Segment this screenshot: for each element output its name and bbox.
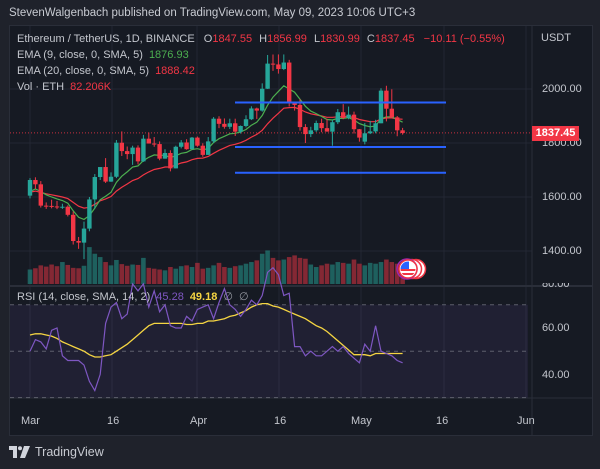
ema9-label: EMA (9, close, 0, SMA, 5) (17, 49, 143, 61)
chart-frame[interactable] (9, 25, 593, 436)
rsi-legend[interactable]: RSI (14, close, SMA, 14, 2) 45.28 49.18 ∅ ∅ (17, 290, 249, 303)
volume-value: 82.206K (70, 81, 112, 93)
ema9-legend[interactable]: EMA (9, close, 0, SMA, 5) 1876.93 (17, 49, 189, 61)
price-tick-2000: 2000.00 (542, 83, 582, 95)
rsi-value: 45.28 (156, 291, 184, 303)
close-label: C (366, 33, 375, 45)
ema20-value: 1888.42 (155, 65, 195, 77)
volume-label: Vol · ETH (17, 81, 65, 93)
rsi-label: RSI (14, close, SMA, 14, 2) (17, 291, 151, 303)
rsi-tick-80: 80.00 (542, 278, 570, 290)
ema20-legend[interactable]: EMA (20, close, 0, SMA, 5) 1888.42 (17, 65, 195, 77)
volume-legend[interactable]: Vol · ETH 82.206K (17, 81, 111, 93)
currency-label: USDT (541, 32, 571, 44)
tradingview-logo-icon (9, 446, 30, 458)
rsi-sma-value: 49.18 (189, 291, 218, 303)
publisher-line: StevenWalgenbach published on TradingVie… (9, 7, 416, 19)
time-tick-apr: Apr (190, 415, 208, 427)
time-tick-jun: Jun (517, 415, 535, 427)
rsi-extra-1: ∅ (223, 291, 233, 303)
rsi-extra-2: ∅ (238, 291, 249, 303)
open-label: O (203, 33, 213, 45)
high-label: H (259, 33, 268, 45)
close-value: 1837.45 (374, 33, 415, 45)
time-tick-mar: Mar (21, 415, 40, 427)
price-tick-1400: 1400.00 (542, 245, 582, 257)
high-value: 1856.99 (267, 33, 307, 45)
low-label: L (313, 33, 321, 45)
symbol-legend: Ethereum / TetherUS, 1D, BINANCE O1847.5… (17, 33, 505, 45)
open-value: 1847.55 (212, 33, 253, 45)
brand-name: TradingView (35, 445, 104, 459)
time-tick-mar-16: 16 (107, 415, 120, 427)
low-value: 1830.99 (320, 33, 360, 45)
rsi-tick-60: 60.00 (542, 322, 570, 334)
rsi-tick-40: 40.00 (542, 369, 570, 381)
time-tick-may: May (351, 415, 372, 427)
us-economic-events-icon[interactable] (396, 258, 428, 280)
last-price-tag: 1837.45 (532, 126, 579, 141)
price-tick-1600: 1600.00 (542, 191, 582, 203)
ema20-label: EMA (20, close, 0, SMA, 5) (17, 65, 150, 77)
ema9-value: 1876.93 (148, 49, 189, 61)
time-tick-may-16: 16 (436, 415, 449, 427)
change-value: −10.11 (−0.55%) (423, 33, 505, 45)
symbol-title: Ethereum / TetherUS, 1D, BINANCE (17, 33, 195, 45)
tradingview-branding[interactable]: TradingView (9, 445, 104, 459)
time-tick-apr-16: 16 (274, 415, 287, 427)
